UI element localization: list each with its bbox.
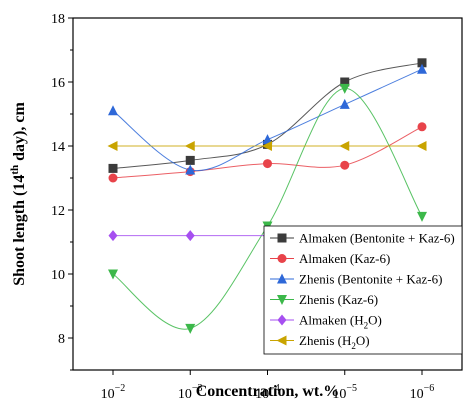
data-point: [417, 122, 427, 132]
data-point: [108, 230, 118, 242]
x-axis-title: Concentration, wt.%: [196, 383, 340, 400]
legend-label-text: Zhenis (H: [299, 333, 351, 348]
x-tick-label: 10−3: [178, 383, 203, 400]
x-tick-exponent: −2: [115, 383, 126, 394]
data-point: [185, 323, 196, 334]
x-tick-label: 10−4: [255, 383, 280, 400]
legend-marker: [277, 254, 287, 263]
legend-label-text: Zhenis (Kaz-6): [299, 292, 378, 307]
legend: Almaken (Bentonite + Kaz-6) Almaken (Kaz-…: [263, 225, 463, 355]
data-point: [263, 159, 272, 169]
y-tick-label: 8: [58, 332, 65, 347]
legend-box: [263, 225, 463, 355]
legend-marker: [277, 314, 287, 326]
legend-marker: [277, 233, 287, 243]
x-tick-base: 10: [101, 387, 115, 400]
legend-label-text: Zhenis (Bentonite + Kaz-6): [299, 272, 442, 287]
series-2: [108, 63, 427, 175]
legend-label-after: O): [356, 333, 370, 348]
data-point: [108, 269, 118, 280]
data-point: [262, 141, 272, 151]
legend-label: Almaken (Bentonite + Kaz-6): [299, 231, 455, 246]
data-point: [185, 155, 195, 165]
y-axis-title-sup: th: [9, 165, 21, 175]
data-point: [185, 230, 195, 242]
data-point: [262, 134, 273, 145]
legend-label-text: Almaken (H: [299, 313, 364, 328]
series-5: [107, 141, 427, 151]
y-axis-title: Shoot length (14th day), cm: [9, 102, 28, 286]
x-tick-exponent: −4: [269, 383, 280, 394]
legend-label: Zhenis (Kaz-6): [299, 292, 378, 307]
data-point: [340, 77, 350, 87]
x-tick-label: 10−6: [410, 383, 435, 400]
legend-label-sub: 2: [364, 321, 369, 331]
legend-label-text: Almaken (Kaz-6): [299, 251, 390, 266]
x-tick-label: 10−2: [101, 383, 126, 400]
legend-label-after: O): [368, 313, 382, 328]
legend-label: Almaken (H2O): [299, 313, 382, 331]
x-tick-base: 10: [332, 387, 346, 400]
data-point: [416, 141, 427, 151]
legend-marker: [277, 295, 287, 305]
y-axis-title-rest: day), cm: [11, 102, 28, 165]
series-line: [112, 87, 423, 330]
series-0: [108, 58, 427, 173]
legend-marker: [277, 273, 287, 284]
data-point: [184, 141, 195, 151]
y-axis-title-main: Shoot length (14: [11, 175, 28, 286]
data-point: [185, 164, 196, 175]
data-point: [340, 160, 350, 170]
series-1: [108, 122, 427, 183]
data-point: [417, 63, 427, 74]
x-tick-exponent: −6: [424, 383, 435, 394]
legend-label-sub: 2: [351, 341, 356, 351]
x-tick-exponent: −3: [192, 383, 203, 394]
y-tick-label: 18: [51, 12, 65, 27]
legend-label-text: Almaken (Bentonite + Kaz-6): [299, 231, 455, 246]
legend-label: Almaken (Kaz-6): [299, 251, 390, 266]
data-point: [108, 105, 118, 116]
legend-label: Zhenis (Bentonite + Kaz-6): [299, 272, 442, 287]
data-point: [339, 141, 350, 151]
data-point: [417, 58, 427, 68]
x-tick-base: 10: [178, 387, 192, 400]
series-3: [108, 83, 427, 334]
data-point: [108, 163, 118, 173]
y-tick-label: 10: [51, 268, 65, 283]
x-tick-exponent: −5: [346, 383, 357, 394]
x-tick-base: 10: [410, 387, 424, 400]
x-tick-label: 10−5: [332, 383, 357, 400]
x-tick-base: 10: [255, 387, 269, 400]
legend-marker: [276, 335, 287, 346]
y-tick-label: 12: [51, 204, 65, 219]
data-point: [107, 141, 118, 151]
y-tick-label: 14: [51, 140, 65, 155]
y-tick-label: 16: [51, 76, 65, 91]
data-point: [339, 98, 350, 109]
data-point: [108, 173, 118, 183]
legend-label: Zhenis (H2O): [299, 333, 370, 351]
data-point: [417, 211, 427, 222]
data-point: [339, 83, 350, 94]
